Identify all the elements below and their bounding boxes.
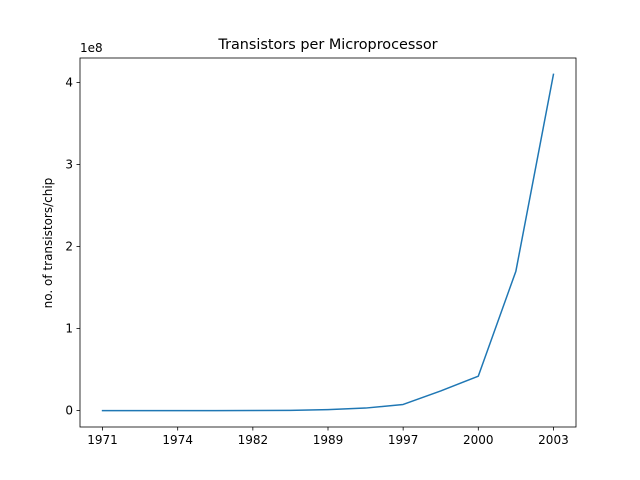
y-tick-label: 3 bbox=[65, 158, 73, 172]
y-tick-label: 0 bbox=[65, 404, 73, 418]
x-tick-label: 2003 bbox=[538, 433, 569, 447]
plot-area: 1971 1974 1982 1989 1997 2000 2003 0 1 2 3 4 bbox=[65, 57, 577, 447]
x-tick-label: 1997 bbox=[388, 433, 419, 447]
x-tick-label: 1974 bbox=[162, 433, 193, 447]
series-line-0 bbox=[101, 73, 555, 412]
x-tick-label: 1989 bbox=[313, 433, 344, 447]
y-tick-label: 4 bbox=[65, 76, 73, 90]
x-tick-label: 2000 bbox=[463, 433, 494, 447]
x-tick-label: 1971 bbox=[87, 433, 118, 447]
y-tick-label: 2 bbox=[65, 240, 73, 254]
y-axis-label: no. of transistors/chip bbox=[41, 178, 55, 309]
y-tick-label: 1 bbox=[65, 322, 73, 336]
y-axis-offset-label: 1e8 bbox=[80, 41, 103, 55]
x-tick-label: 1982 bbox=[238, 433, 269, 447]
chart-title: Transistors per Microprocessor bbox=[217, 37, 437, 53]
plot-frame bbox=[79, 57, 577, 428]
